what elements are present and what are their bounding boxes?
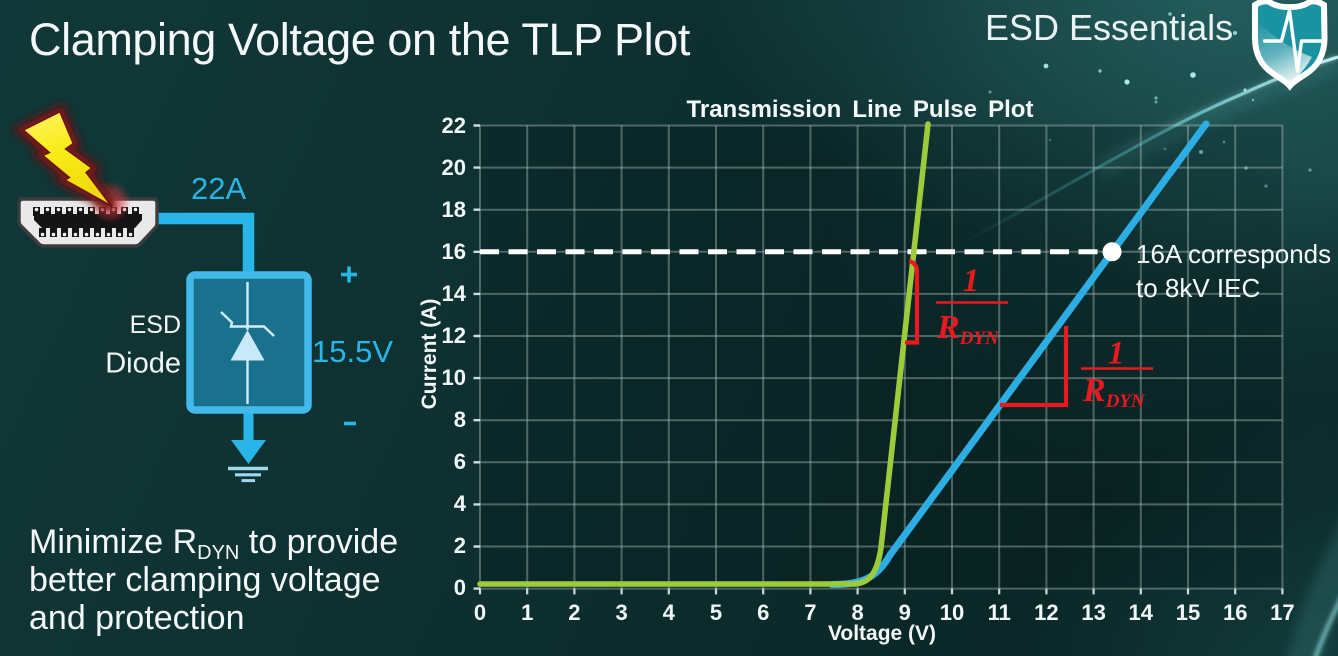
- svg-text:0: 0: [474, 600, 486, 625]
- svg-text:Minimize RDYN to provide: Minimize RDYN to provide: [29, 523, 398, 564]
- svg-text:1: 1: [963, 263, 980, 299]
- svg-text:Voltage (V): Voltage (V): [828, 622, 936, 645]
- svg-text:0: 0: [454, 575, 466, 600]
- svg-text:4: 4: [454, 491, 467, 516]
- svg-text:22: 22: [442, 113, 466, 138]
- svg-text:better clamping voltage: better clamping voltage: [29, 561, 381, 599]
- svg-text:14: 14: [1129, 600, 1154, 625]
- svg-text:15: 15: [1176, 600, 1200, 625]
- svg-text:15.5V: 15.5V: [312, 334, 393, 369]
- svg-text:and protection: and protection: [29, 599, 245, 637]
- svg-text:9: 9: [899, 600, 911, 625]
- svg-text:6: 6: [757, 600, 769, 625]
- svg-text:12: 12: [1034, 600, 1058, 625]
- svg-text:3: 3: [615, 600, 627, 625]
- svg-text:11: 11: [988, 600, 1011, 625]
- svg-text:22A: 22A: [191, 171, 246, 206]
- svg-text:8: 8: [454, 407, 466, 432]
- svg-text:10: 10: [940, 600, 964, 625]
- svg-text:16: 16: [1223, 600, 1247, 625]
- svg-text:8: 8: [851, 600, 863, 625]
- svg-text:10: 10: [442, 365, 466, 390]
- svg-text:5: 5: [710, 600, 722, 625]
- svg-text:14: 14: [442, 281, 467, 306]
- svg-text:Diode: Diode: [105, 348, 181, 380]
- svg-text:Current (A): Current (A): [418, 299, 441, 410]
- svg-text:6: 6: [454, 449, 466, 474]
- svg-text:12: 12: [442, 323, 466, 348]
- svg-text:2: 2: [568, 600, 580, 625]
- svg-text:1: 1: [521, 600, 533, 625]
- svg-text:7: 7: [804, 600, 816, 625]
- svg-text:Transmission Line Pulse Plot: Transmission Line Pulse Plot: [687, 96, 1034, 123]
- svg-text:ESD: ESD: [130, 311, 181, 339]
- svg-text:18: 18: [442, 197, 466, 222]
- svg-text:Clamping Voltage on the TLP Pl: Clamping Voltage on the TLP Plot: [29, 14, 691, 65]
- svg-text:to 8kV IEC: to 8kV IEC: [1136, 273, 1260, 303]
- svg-text:ESD Essentials: ESD Essentials: [985, 7, 1233, 48]
- svg-text:16A corresponds: 16A corresponds: [1136, 239, 1331, 269]
- svg-text:13: 13: [1081, 600, 1105, 625]
- svg-text:2: 2: [454, 533, 466, 558]
- svg-text:17: 17: [1270, 600, 1294, 625]
- svg-text:1: 1: [1108, 336, 1125, 372]
- svg-text:20: 20: [442, 155, 466, 180]
- svg-text:16: 16: [442, 239, 466, 264]
- svg-text:4: 4: [663, 600, 676, 625]
